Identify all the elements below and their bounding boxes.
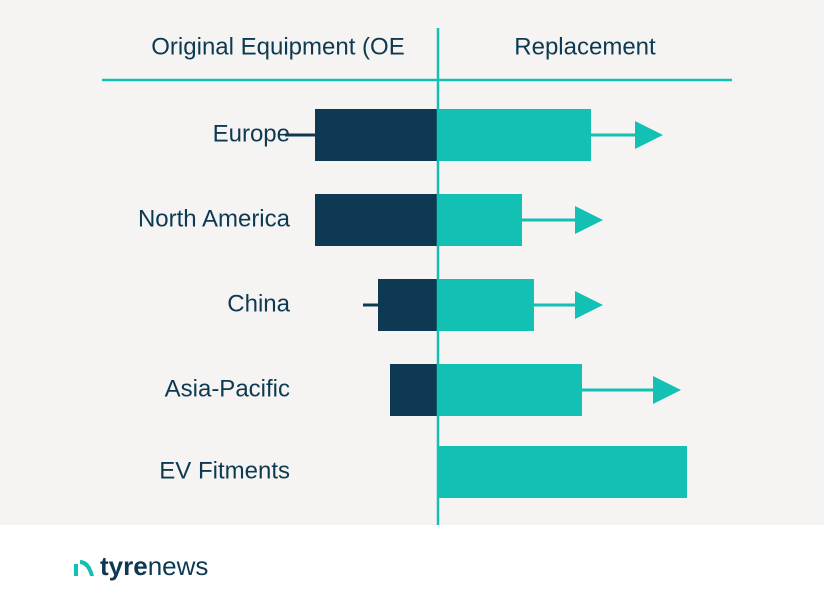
bar (378, 279, 438, 331)
chart-background (0, 0, 824, 525)
growth-arrow-head (653, 376, 681, 404)
bar (438, 446, 687, 498)
logo-text: tyrenews (100, 551, 208, 581)
bar (438, 194, 522, 246)
bar (438, 364, 582, 416)
category-label: North America (138, 205, 291, 232)
growth-arrow-head (575, 291, 603, 319)
category-label: Europe (213, 120, 290, 147)
logo-icon (80, 560, 94, 576)
growth-arrow-head (575, 206, 603, 234)
bar (315, 109, 438, 161)
growth-arrow-head (635, 121, 663, 149)
bar (438, 279, 534, 331)
logo: tyrenews (74, 551, 208, 581)
logo-icon (74, 564, 78, 576)
bar (438, 109, 591, 161)
series-header: Replacement (514, 33, 656, 60)
series-header: Original Equipment (OE (151, 33, 404, 60)
category-label: EV Fitments (159, 457, 290, 484)
bar (390, 364, 438, 416)
category-label: Asia-Pacific (165, 375, 290, 402)
category-label: China (227, 290, 290, 317)
bar (315, 194, 438, 246)
